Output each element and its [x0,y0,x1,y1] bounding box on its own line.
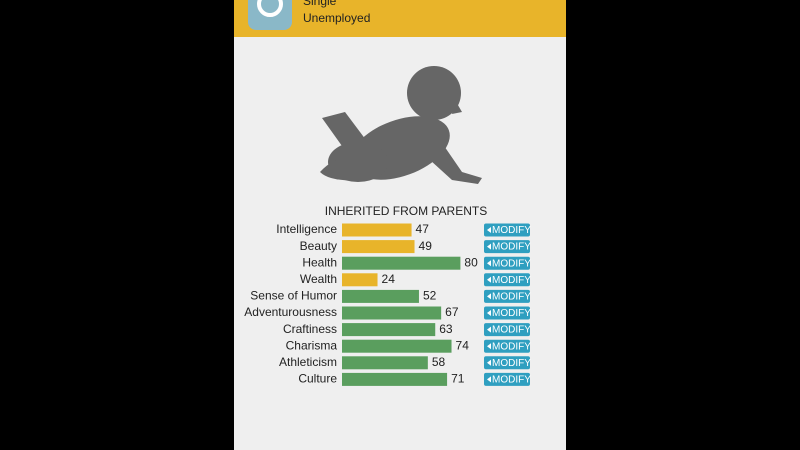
stat-name: Intelligence [276,222,337,236]
stat-name: Craftiness [283,322,337,336]
stat-value: 58 [432,355,446,369]
modify-button[interactable] [484,256,530,270]
modify-button[interactable] [484,372,530,386]
stat-value: 52 [423,289,437,303]
modify-arrow [487,326,491,333]
modify-label: MODIFY [492,275,531,286]
stat-bar [342,223,412,237]
modify-label: MODIFY [492,325,531,336]
modify-label: MODIFY [492,292,531,303]
modify-label: MODIFY [492,258,531,269]
modify-button[interactable] [484,289,530,303]
modify-label: MODIFY [492,341,531,352]
stat-bar [342,273,378,287]
modify-arrow [487,276,491,283]
stat-bar [342,356,428,370]
stat-bar [342,289,419,303]
modify-arrow [487,243,491,250]
modify-label: MODIFY [492,358,531,369]
modify-button[interactable] [484,339,530,353]
modify-arrow [487,293,491,300]
stat-name: Culture [298,372,337,386]
baby-silhouette [320,66,482,184]
stat-name: Adventurousness [244,305,337,319]
stat-bar [342,372,448,386]
stat-value: 67 [445,305,459,319]
modify-button[interactable] [484,273,530,287]
modify-arrow [487,260,491,267]
stat-bar [342,323,436,337]
stat-bar [342,256,461,270]
modify-label: MODIFY [492,225,531,236]
avatar-ring [257,0,283,17]
modify-button[interactable] [484,323,530,337]
stat-value: 71 [451,372,465,386]
stat-name: Wealth [300,272,337,286]
stat-value: 63 [439,322,453,336]
stat-bar [342,240,415,254]
modify-button[interactable] [484,240,530,254]
section-title: INHERITED FROM PARENTS [325,204,487,218]
modify-button[interactable] [484,306,530,320]
job-text: Unemployed [303,11,370,25]
stat-value: 49 [419,239,433,253]
stat-value: 47 [416,222,430,236]
stat-bar [342,339,452,353]
stat-name: Charisma [286,338,338,352]
stat-value: 74 [456,338,470,352]
modify-arrow [487,310,491,316]
status-text: Single [303,0,337,8]
stat-name: Health [302,255,337,269]
modify-label: MODIFY [492,308,531,319]
modify-arrow [487,359,491,366]
modify-button[interactable] [484,223,530,237]
modify-label: MODIFY [492,242,531,253]
modify-arrow [487,343,491,350]
stat-bar [342,306,442,320]
stat-name: Sense of Humor [250,289,337,303]
stat-value: 24 [382,272,396,286]
modify-arrow [487,376,491,383]
stat-value: 80 [464,255,478,269]
modify-button[interactable] [484,356,530,370]
stat-name: Athleticism [279,355,337,369]
stat-name: Beauty [300,239,337,253]
modify-arrow [487,227,491,233]
modify-label: MODIFY [492,375,531,386]
